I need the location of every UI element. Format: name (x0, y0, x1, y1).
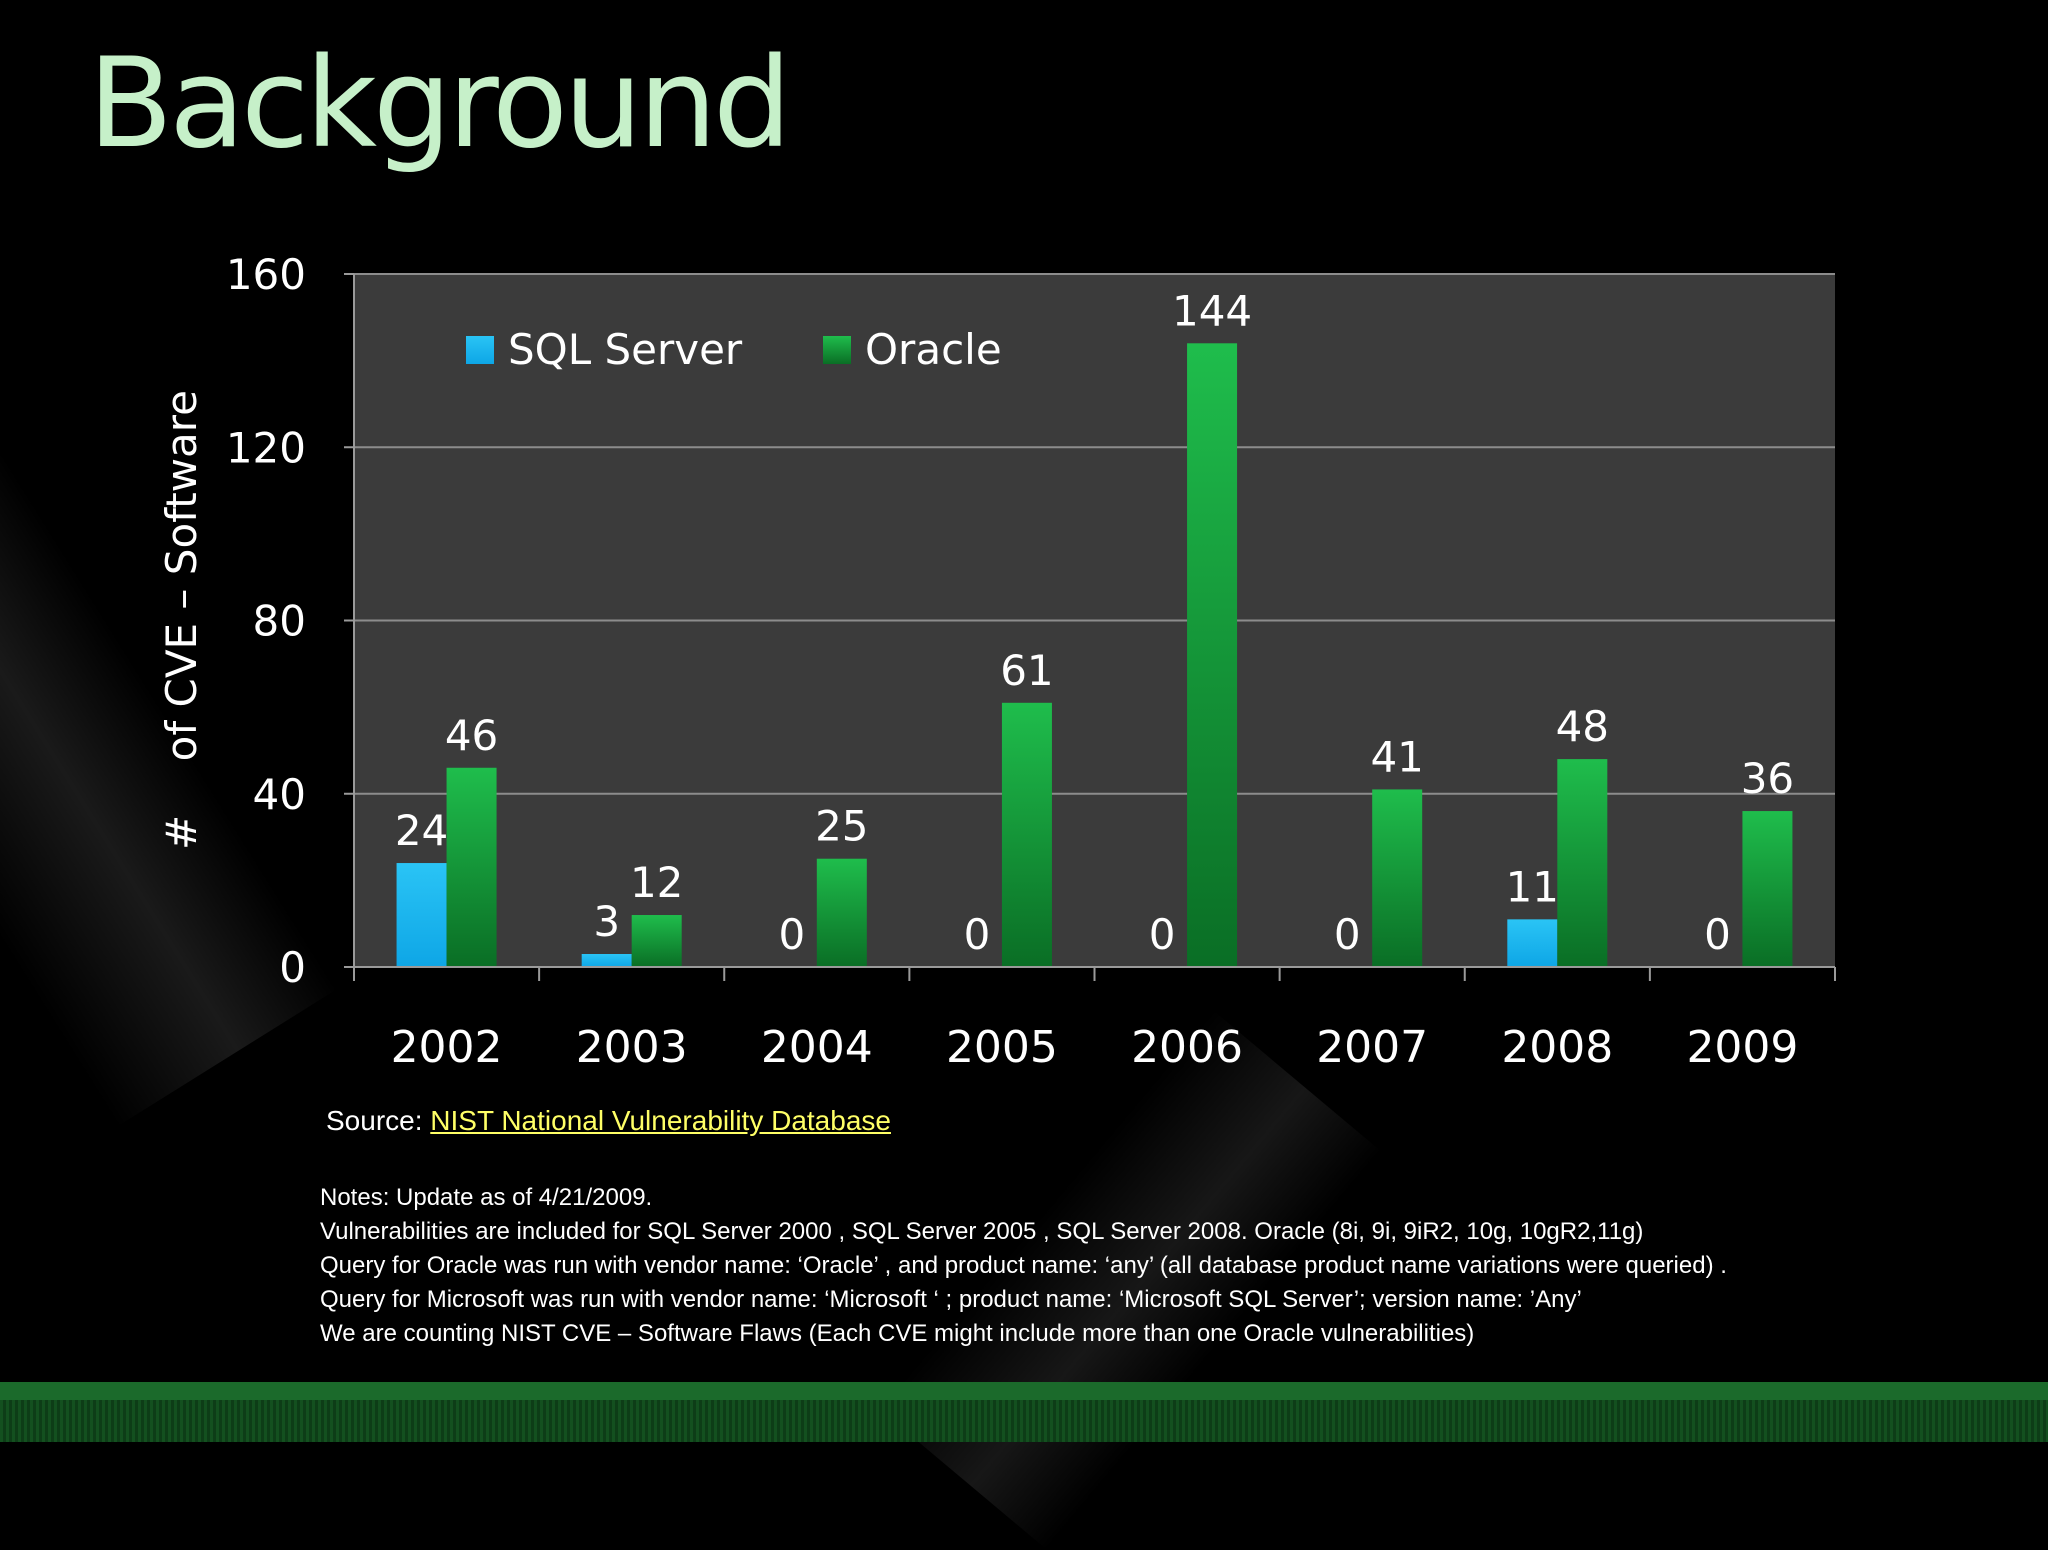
x-tick-label: 2008 (1501, 1022, 1613, 1073)
notes-line: Query for Microsoft was run with vendor … (320, 1286, 1582, 1313)
bar-oracle (1187, 343, 1238, 967)
footer-band (0, 1382, 2048, 1442)
data-label: 0 (778, 910, 805, 959)
data-label: 12 (630, 858, 683, 907)
bar-oracle (816, 858, 867, 967)
data-label: 0 (1704, 910, 1731, 959)
x-tick-label: 2005 (946, 1022, 1058, 1073)
notes-line: Vulnerabilities are included for SQL Ser… (320, 1218, 1644, 1245)
x-tick-label: 2004 (761, 1022, 873, 1073)
legend-swatch-sql-server (466, 336, 494, 364)
x-tick-label: 2002 (391, 1022, 503, 1073)
x-tick-label: 2006 (1131, 1022, 1243, 1073)
data-label: 3 (593, 897, 620, 946)
data-label: 11 (1506, 862, 1559, 911)
data-label: 0 (964, 910, 991, 959)
bar-oracle (1372, 789, 1423, 967)
x-tick-label: 2007 (1316, 1022, 1428, 1073)
notes-block: Notes: Update as of 4/21/2009. Vulnerabi… (320, 1181, 1727, 1351)
source-label: Source: (326, 1105, 423, 1136)
data-label: 41 (1370, 732, 1423, 781)
bar-oracle (1557, 759, 1608, 967)
data-label: 144 (1172, 286, 1252, 335)
y-tick-label: 40 (253, 770, 306, 819)
legend-label: SQL Server (508, 325, 743, 374)
data-label: 25 (815, 802, 868, 851)
source-link[interactable]: NIST National Vulnerability Database (430, 1105, 891, 1136)
cve-bar-chart: 24 3 0 0 0 0 11 0 46 12 25 61 144 41 48 36 0 40 80 120 160 2… (157, 250, 1836, 1073)
bar-sql-server (396, 863, 447, 967)
bar-oracle (631, 915, 682, 967)
x-tick-label: 2009 (1686, 1022, 1798, 1073)
source-line: Source: NIST National Vulnerability Data… (326, 1105, 891, 1137)
legend-swatch-oracle (823, 336, 851, 364)
data-label: 0 (1149, 910, 1176, 959)
y-tick-label: 0 (279, 943, 306, 992)
y-tick-label: 80 (253, 597, 306, 646)
x-tick-label: 2003 (576, 1022, 688, 1073)
data-label: 61 (1000, 646, 1053, 695)
bar-oracle (1742, 811, 1793, 967)
data-label: 36 (1741, 754, 1794, 803)
y-tick-label: 160 (226, 250, 306, 299)
data-label: 0 (1334, 910, 1361, 959)
notes-line: Query for Oracle was run with vendor nam… (320, 1252, 1727, 1279)
data-label: 24 (395, 806, 448, 855)
bar-sql-server (581, 954, 632, 967)
bar-sql-server (1507, 919, 1558, 967)
notes-line: We are counting NIST CVE – Software Flaw… (320, 1320, 1475, 1347)
slide-title: Background (88, 32, 792, 176)
legend-label: Oracle (865, 325, 1002, 374)
bar-oracle (446, 767, 497, 967)
bar-oracle (1001, 702, 1052, 967)
y-axis-label: # of CVE – Software (157, 390, 206, 850)
data-label: 46 (445, 711, 498, 760)
notes-line: Notes: Update as of 4/21/2009. (320, 1184, 653, 1211)
y-tick-label: 120 (226, 423, 306, 472)
data-label: 48 (1556, 702, 1609, 751)
